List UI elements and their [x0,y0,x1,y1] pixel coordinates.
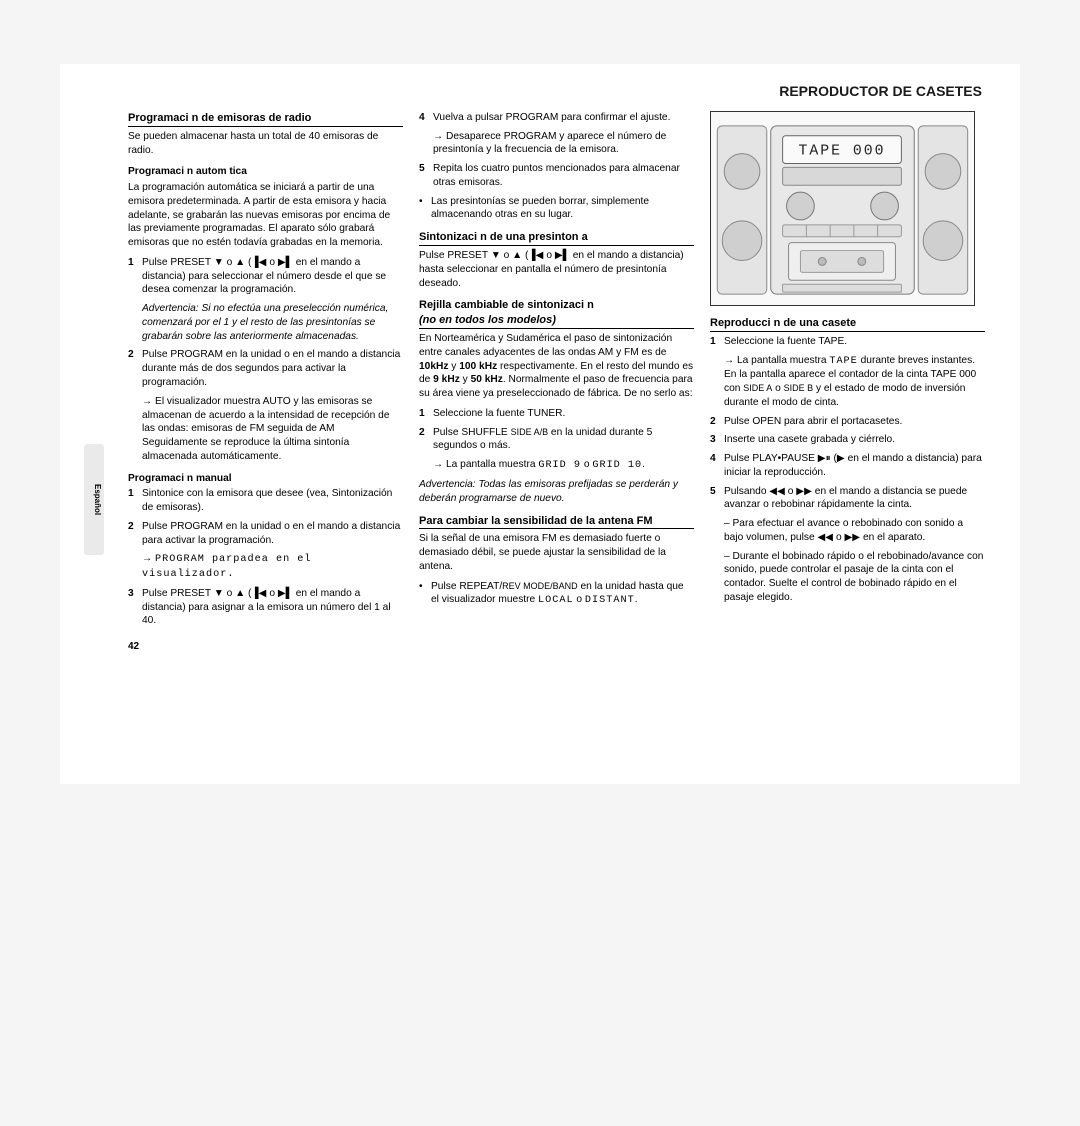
column-1: Programaci n de emisoras de radio Se pue… [128,111,403,654]
tuning-text: Pulse PRESET ▼ o ▲ (▐◀ o ▶▌ en el mando … [419,249,694,290]
play-step-2: 2 Pulse OPEN para abrir el portacasetes. [710,415,985,429]
play-step-1-result: → La pantalla muestra TAPE durante breve… [710,354,985,410]
step-5: 5 Repita los cuatro puntos mencionados p… [419,162,694,190]
play-step-5b: – Durante el bobinado rápido o el rebobi… [710,550,985,605]
column-3: TAPE 000 [710,111,985,654]
manual-step-3: 3 Pulse PRESET ▼ o ▲ (▐◀ o ▶▌ en el mand… [128,587,403,628]
column-2: 4 Vuelva a pulsar PROGRAM para confirmar… [419,111,694,654]
language-tab: Español [84,444,104,555]
grid-step-2: 2 Pulse SHUFFLE SIDE A/B en la unidad du… [419,426,694,454]
heading-grid: Rejilla cambiable de sintonizaci n [419,298,694,313]
grid-step-2-result: → La pantalla muestra GRID 9 o GRID 10. [419,458,694,473]
heading-grid-wrap: Rejilla cambiable de sintonizaci n (no e… [419,298,694,329]
warning-auto: Advertencia: Si no efectúa una preselecc… [128,302,403,343]
antenna-bullet: • Pulse REPEAT/REV MODE/BAND en la unida… [419,580,694,609]
grid-step-1: 1 Seleccione la fuente TUNER. [419,407,694,421]
intro-text: Se pueden almacenar hasta un total de 40… [128,130,403,158]
manual-step-1: 1 Sintonice con la emisora que desee (ve… [128,487,403,515]
manual-page: REPRODUCTOR DE CASETES Español Programac… [60,64,1020,784]
step-2: 2 Pulse PROGRAM en la unidad o en el man… [128,348,403,389]
lcd-text: TAPE 000 [798,143,885,159]
content-columns: Programaci n de emisoras de radio Se pue… [128,111,992,654]
step-4-result: → Desaparece PROGRAM y aparece el número… [419,130,694,158]
heading-playback: Reproducci n de una casete [710,316,985,332]
play-step-3: 3 Inserte una casete grabada y ciérrelo. [710,433,985,447]
heading-antenna: Para cambiar la sensibilidad de la anten… [419,514,694,530]
page-number: 42 [128,640,403,654]
note-erase: • Las presintonías se pueden borrar, sim… [419,195,694,223]
device-illustration: TAPE 000 [710,111,975,306]
auto-prog-desc: La programación automática se iniciará a… [128,181,403,250]
heading-tuning: Sintonizaci n de una presinton a [419,230,694,246]
warning-grid: Advertencia: Todas las emisoras prefijad… [419,478,694,506]
play-step-5a: – Para efectuar el avance o rebobinado c… [710,517,985,545]
play-step-4: 4 Pulse PLAY•PAUSE ▶⏸ (▶ en el mando a d… [710,452,985,480]
heading-manual-prog: Programaci n manual [128,472,403,486]
heading-programming: Programaci n de emisoras de radio [128,111,403,127]
step-1: 1 Pulse PRESET ▼ o ▲ (▐◀ o ▶▌ en el mand… [128,256,403,297]
play-step-1: 1 Seleccione la fuente TAPE. [710,335,985,349]
step-4: 4 Vuelva a pulsar PROGRAM para confirmar… [419,111,694,125]
step-2-result: → El visualizador muestra AUTO y las emi… [128,395,403,464]
stereo-svg: TAPE 000 [711,112,974,305]
antenna-desc: Si la señal de una emisora FM es demasia… [419,532,694,573]
manual-step-2: 2 Pulse PROGRAM en la unidad o en el man… [128,520,403,548]
section-title: REPRODUCTOR DE CASETES [128,82,992,101]
play-step-5: 5 Pulsando ◀◀ o ▶▶ en el mando a distanc… [710,485,985,513]
heading-grid-sub: (no en todos los modelos) [419,313,694,328]
grid-desc: En Norteamérica y Sudamérica el paso de … [419,332,694,401]
heading-auto-prog: Programaci n autom tica [128,165,403,179]
manual-step-2-result: → PROGRAM parpadea en el visualizador. [128,552,403,582]
